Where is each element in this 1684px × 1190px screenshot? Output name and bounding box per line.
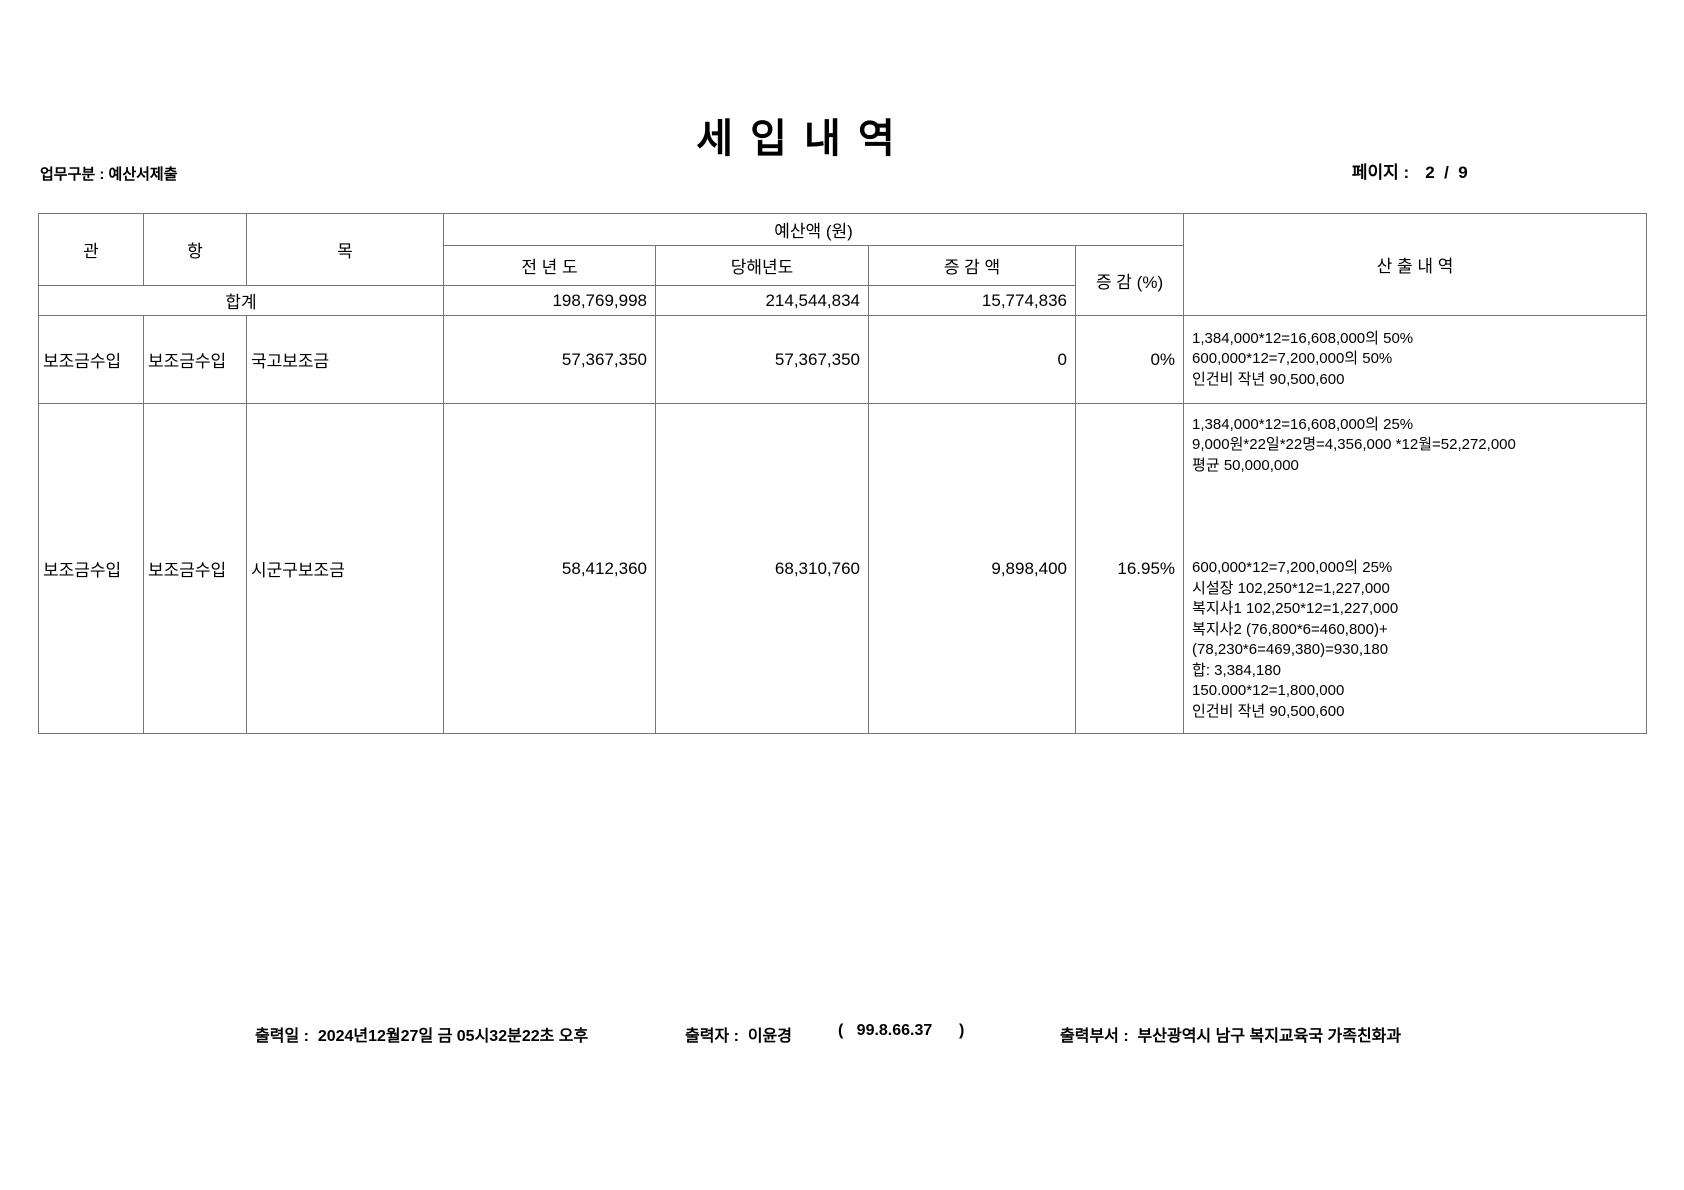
total-change-amount: 15,774,836 [868, 285, 1076, 316]
print-department: 출력부서 : 부산광역시 남구 복지교육국 가족친화과 [1060, 1028, 1402, 1045]
cell-prev-year: 58,412,360 [443, 403, 656, 734]
header-gwan: 관 [38, 213, 144, 286]
cell-mok: 시군구보조금 [246, 403, 444, 734]
header-calculation: 산 출 내 역 [1183, 213, 1648, 316]
print-user: 출력자 : 이윤경 [685, 1028, 792, 1045]
cell-current-year: 68,310,760 [655, 403, 869, 734]
header-hang: 항 [143, 213, 247, 286]
cell-prev-year: 57,367,350 [443, 315, 656, 404]
header-prev-year: 전 년 도 [443, 245, 656, 286]
cell-gwan: 보조금수입 [38, 315, 144, 404]
cell-calculation: 1,384,000*12=16,608,000의 50% 600,000*12=… [1183, 315, 1648, 404]
page-indicator: 페이지 : 2 / 9 [1333, 138, 1468, 203]
cell-change-percent: 16.95% [1074, 403, 1185, 734]
header-row-2: 전 년 도 당해년도 증 감 액 증 감 (%) [39, 245, 1647, 316]
cell-current-year: 57,367,350 [655, 315, 869, 404]
cell-mok: 국고보조금 [246, 315, 444, 404]
print-footer: 출력일 : 2024년12월27일 금 05시32분22초 오후 출력자 : 이… [0, 1022, 1684, 1046]
budget-table: 관 항 목 예산액 (원) 산 출 내 역 전 년 도 당해년도 증 감 액 증… [38, 213, 1648, 734]
header-mok: 목 [246, 213, 444, 286]
table-row: 보조금수입 보조금수입 국고보조금 57,367,350 57,367,350 … [38, 315, 1648, 404]
page-title: 세 입 내 역 [696, 117, 898, 161]
cell-change-amount: 9,898,400 [868, 403, 1076, 734]
print-user-ip: ( 99.8.66.37 ) [838, 1022, 965, 1039]
cell-hang: 보조금수입 [143, 315, 247, 404]
cell-change-amount: 0 [868, 315, 1076, 404]
header-change-amount: 증 감 액 [868, 245, 1076, 286]
header-current-year: 당해년도 [655, 245, 869, 286]
print-date: 출력일 : 2024년12월27일 금 05시32분22초 오후 [255, 1028, 589, 1045]
cell-hang: 보조금수입 [143, 403, 247, 734]
business-type-label: 업무구분 : 예산서제출 [40, 166, 178, 183]
header-budget-group: 예산액 (원) [442, 213, 1185, 246]
cell-calculation: 1,384,000*12=16,608,000의 25% 9,000원*22일*… [1183, 403, 1648, 734]
total-current-year: 214,544,834 [655, 285, 869, 316]
table-row: 보조금수입 보조금수입 시군구보조금 58,412,360 68,310,760… [38, 403, 1648, 734]
cell-change-percent: 0% [1074, 315, 1185, 404]
header-change-percent: 증 감 (%) [1074, 245, 1185, 316]
total-label: 합계 [38, 285, 444, 316]
page-indicator-value: 2 / 9 [1425, 163, 1468, 182]
total-prev-year: 198,769,998 [443, 285, 656, 316]
page-indicator-label: 페이지 : [1351, 163, 1410, 182]
header-row-1: 관 항 목 예산액 (원) 산 출 내 역 [38, 213, 1648, 316]
cell-gwan: 보조금수입 [38, 403, 144, 734]
total-row: 합계 198,769,998 214,544,834 15,774,836 [38, 285, 1647, 316]
